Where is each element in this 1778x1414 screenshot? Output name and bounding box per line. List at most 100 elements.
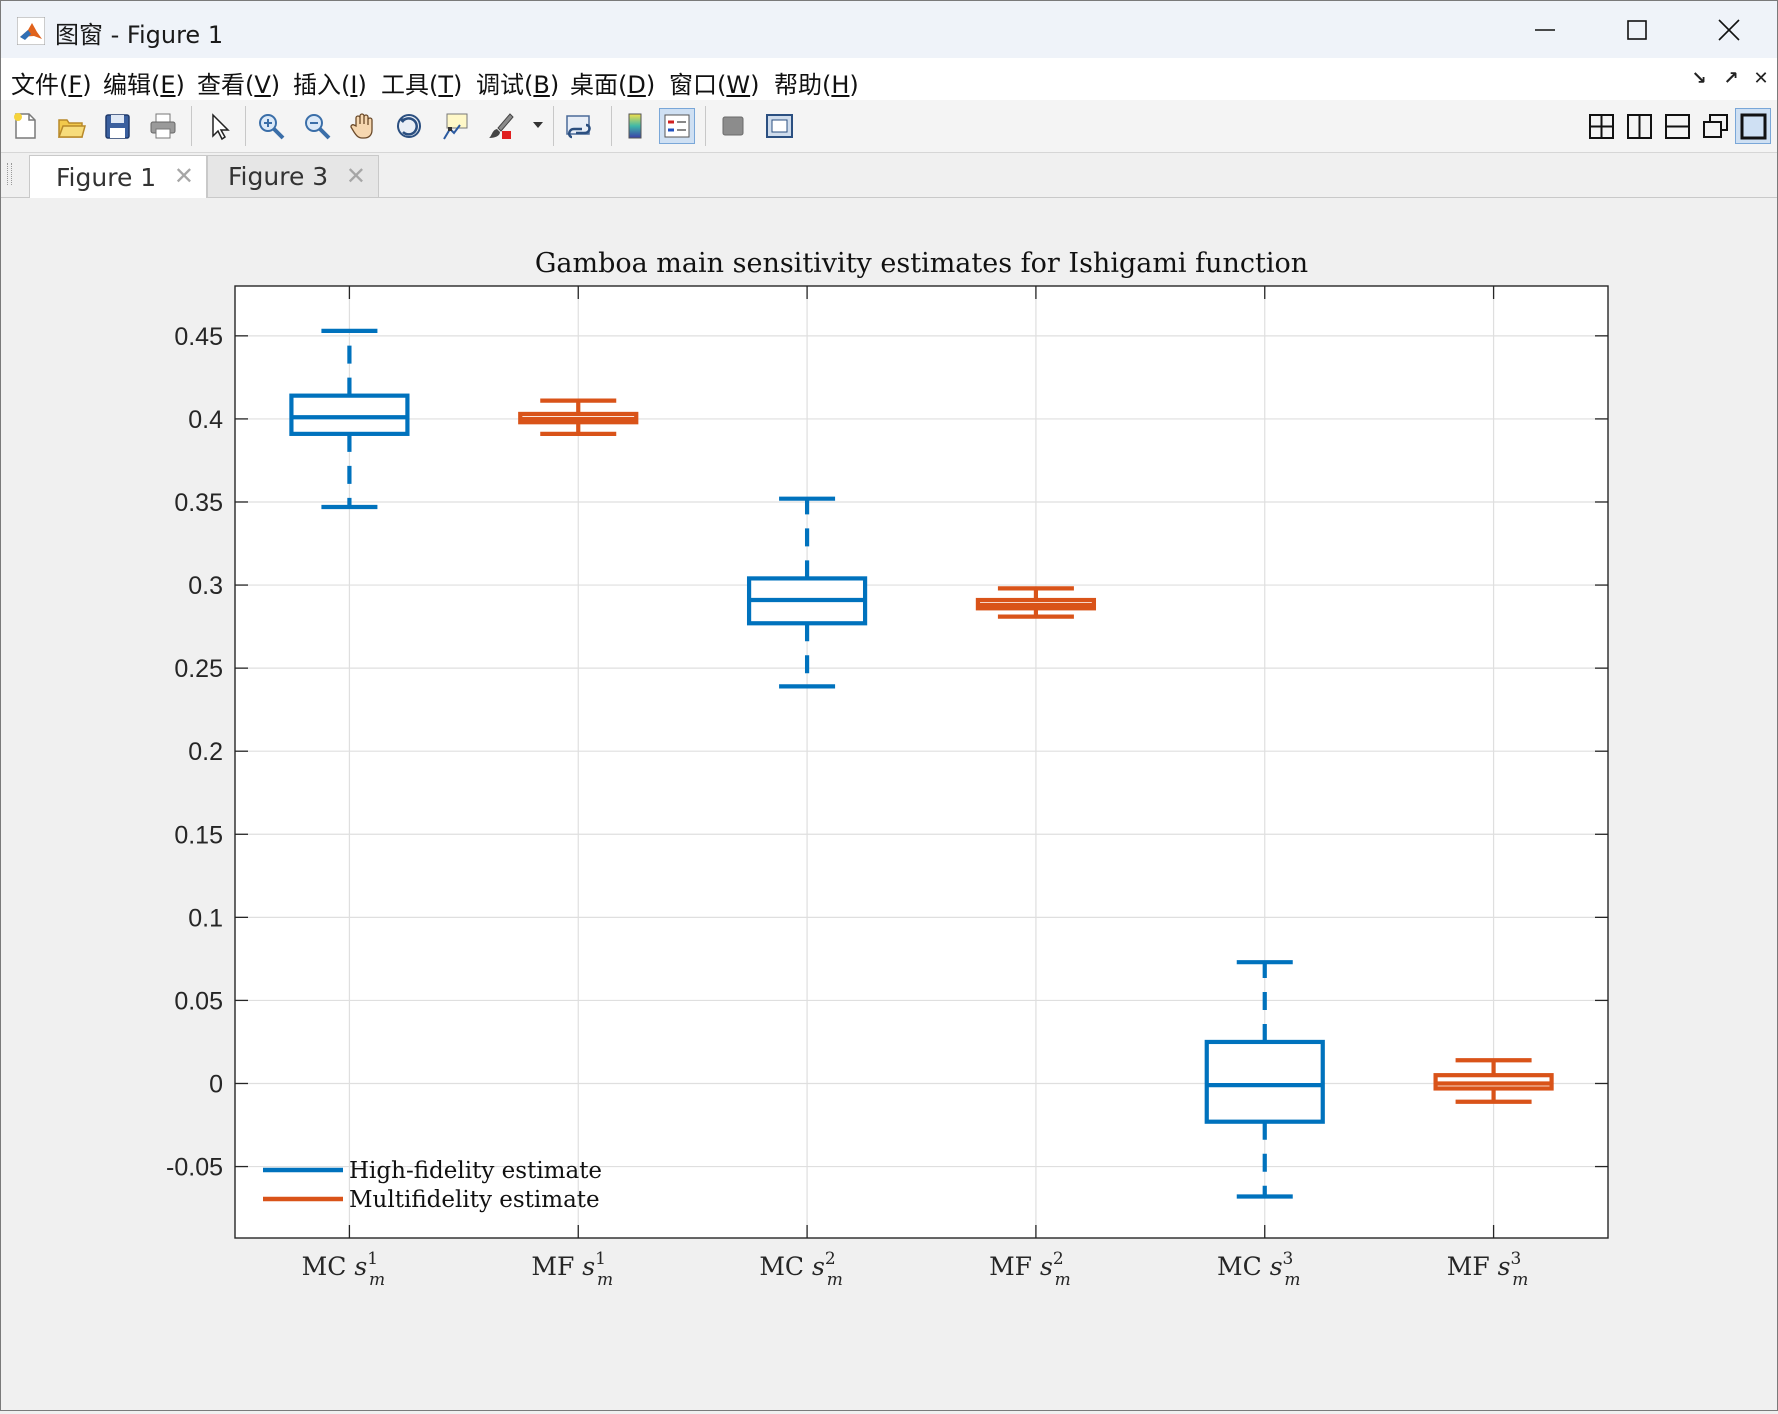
window-title: 图窗 - Figure 1 [55,21,224,49]
tile-columns-icon [1627,114,1652,139]
new-figure-icon [14,113,36,139]
menu-window[interactable]: 窗口(W) [669,71,760,99]
minimize-icon [1535,28,1555,31]
maximize-icon [1627,19,1647,40]
plot-area [235,286,1608,1238]
y-tick-label: -0.05 [166,1154,223,1182]
tab-close-icon[interactable]: ✕ [173,162,194,190]
maximize-view-button[interactable] [1735,108,1771,144]
show-plot-tools-icon [766,114,793,138]
edit-plot-button[interactable] [201,108,237,144]
x-tick-label: MC s1 m [302,1249,385,1290]
y-tick-label: 0.1 [188,904,223,932]
link-plot-icon [566,115,591,139]
open-folder-icon [57,119,86,138]
legend-icon [664,114,690,138]
tab-grip-icon [7,163,12,185]
y-tick-label: 0.2 [188,738,223,766]
hide-plot-tools-button[interactable] [715,108,751,144]
show-plot-tools-button[interactable] [761,108,797,144]
zoom-out-button[interactable] [299,108,335,144]
menu-help[interactable]: 帮助(H) [774,71,859,99]
link-plot-button[interactable] [561,108,597,144]
colorbar-button[interactable] [617,108,653,144]
y-tick-label: 0.15 [174,821,223,849]
select-arrow-icon [212,113,230,141]
open-button[interactable] [53,108,89,144]
menu-desktop[interactable]: 桌面(D) [570,71,656,99]
tile-columns-button[interactable] [1621,108,1657,144]
tab-figure-1[interactable]: Figure 1 ✕ [29,155,207,198]
pan-button[interactable] [345,108,381,144]
zoom-in-icon [259,114,285,140]
rotate-3d-icon [397,114,421,138]
figure-toolbar [1,100,1777,153]
new-figure-button[interactable] [7,108,43,144]
iqr-box [1204,1039,1325,1124]
y-tick-label: 0.4 [188,406,223,434]
float-button[interactable] [1697,108,1733,144]
legend-label: Multifidelity estimate [349,1187,600,1213]
undock-icon[interactable]: ↘ [1691,68,1707,89]
zoom-in-button[interactable] [253,108,289,144]
menu-insert[interactable]: 插入(I) [293,71,367,99]
legend-label: High-fidelity estimate [349,1158,602,1184]
maximize-view-icon [1740,113,1767,140]
y-tick-label: 0 [209,1070,223,1098]
float-icon [1703,114,1728,138]
dock-icon[interactable]: ↗ [1723,68,1739,89]
close-icon [1718,18,1740,41]
tab-label: Figure 3 [228,162,329,191]
matlab-logo-icon [17,17,45,45]
menu-file[interactable]: 文件(F) [11,71,92,99]
menu-view[interactable]: 查看(V) [197,71,281,99]
pan-hand-icon [350,113,373,139]
tile-rows-icon [1665,114,1690,139]
data-tips-button[interactable] [437,108,473,144]
menu-edit[interactable]: 编辑(E) [103,71,185,99]
y-tick-label: 0.45 [174,323,223,351]
menu-bar: 文件(F) 编辑(E) 查看(V) 插入(I) 工具(T) 调试(B) 桌面(D… [1,58,1777,100]
y-tick-label: 0.3 [188,572,223,600]
maximize-button[interactable] [1593,1,1681,58]
tile-2x2-button[interactable] [1583,108,1619,144]
brush-button[interactable] [483,108,519,144]
brush-dropdown-icon[interactable] [533,122,543,128]
menu-debug[interactable]: 调试(B) [476,71,560,99]
x-tick-label: MF s1 m [531,1249,613,1290]
tab-label: Figure 1 [56,162,157,192]
title-bar: 图窗 - Figure 1 [1,1,1777,58]
brush-icon [489,113,514,139]
tab-figure-3[interactable]: Figure 3 ✕ [207,155,379,197]
menu-tools[interactable]: 工具(T) [381,71,463,99]
print-icon [150,113,176,139]
legend-button[interactable] [659,108,695,144]
tile-2x2-icon [1589,114,1614,139]
y-tick-label: 0.05 [174,987,223,1015]
y-tick-label: 0.35 [174,489,223,517]
axes-box [234,285,1609,1239]
close-button[interactable] [1685,1,1773,58]
tile-rows-button[interactable] [1659,108,1695,144]
hide-plot-tools-icon [722,116,744,136]
x-tick-label: MC s3 m [1217,1249,1300,1290]
x-tick-label: MC s2 m [759,1249,842,1290]
rotate-button[interactable] [391,108,427,144]
x-tick-label: MF s2 m [989,1249,1071,1290]
boxplot-chart[interactable]: -0.05 0 0.05 0.1 0.15 0.2 0.25 0.3 0.35 0.4 0.45 MC… [1,198,1777,1410]
figure-canvas: -0.05 0 0.05 0.1 0.15 0.2 0.25 0.3 0.35 0.4 0.45 MC… [1,198,1777,1410]
chart-title: Gamboa main sensitivity estimates for Is… [535,248,1308,279]
save-icon [105,114,130,139]
colorbar-icon [628,113,642,139]
minimize-button[interactable] [1501,1,1589,58]
print-button[interactable] [145,108,181,144]
y-tick-label: 0.25 [174,655,223,683]
save-button[interactable] [99,108,135,144]
tab-close-icon[interactable]: ✕ [345,162,366,190]
close-figure-icon[interactable]: ✕ [1753,68,1769,89]
x-tick-label: MF s3 m [1447,1249,1529,1290]
iqr-box [289,393,410,436]
zoom-out-icon [305,114,331,140]
figure-tab-strip: Figure 1 ✕ Figure 3 ✕ [1,153,1777,198]
